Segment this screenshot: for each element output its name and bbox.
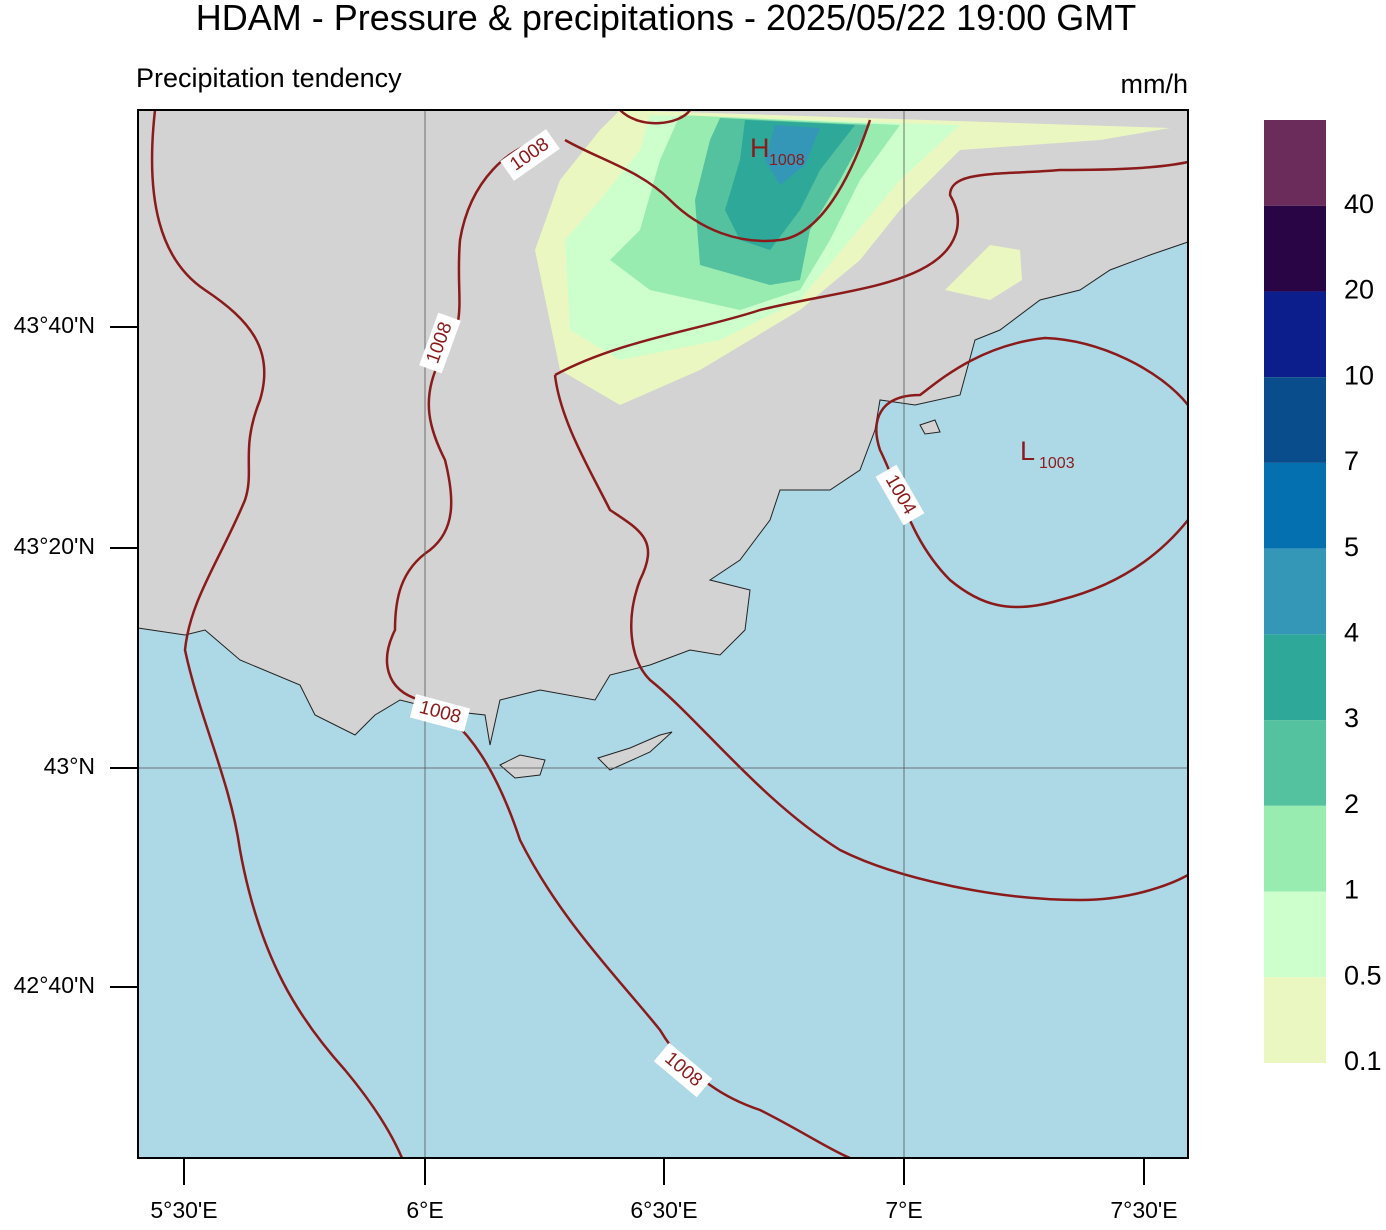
colorbar-label: 10 bbox=[1344, 360, 1374, 390]
colorbar-box bbox=[1264, 548, 1326, 635]
lon-label: 7°30'E bbox=[1110, 1197, 1177, 1223]
colorbar-box bbox=[1264, 977, 1326, 1063]
lon-label: 6°E bbox=[406, 1197, 443, 1223]
label-bg bbox=[875, 464, 925, 526]
colorbar-label: 7 bbox=[1344, 446, 1359, 476]
island bbox=[499, 754, 546, 779]
colorbar-box bbox=[1264, 462, 1326, 549]
lon-label: 6°30'E bbox=[630, 1197, 697, 1223]
colorbar-label: 40 bbox=[1344, 189, 1374, 219]
lat-label: 43°N bbox=[44, 753, 95, 779]
label-bg bbox=[409, 694, 471, 732]
label-bg bbox=[419, 312, 461, 374]
colorbar-label: 1 bbox=[1344, 875, 1359, 905]
colorbar-box bbox=[1264, 805, 1326, 892]
colorbar-box bbox=[1264, 634, 1326, 721]
colorbar-box bbox=[1264, 120, 1326, 206]
colorbar-label: 4 bbox=[1344, 617, 1359, 647]
map bbox=[137, 109, 1189, 1160]
label-bg bbox=[653, 1042, 713, 1098]
precipitation bbox=[535, 110, 1170, 405]
center-letter: H bbox=[750, 133, 770, 163]
colorbar-label: 0.5 bbox=[1344, 960, 1382, 990]
colorbar-label: 3 bbox=[1344, 703, 1359, 733]
sea bbox=[137, 241, 1189, 1159]
island bbox=[919, 419, 941, 435]
center-value: 1003 bbox=[1039, 455, 1075, 472]
lon-label: 7°E bbox=[885, 1197, 922, 1223]
label-bg bbox=[500, 129, 560, 181]
colorbar-label: 2 bbox=[1344, 789, 1359, 819]
colorbar-box bbox=[1264, 891, 1326, 978]
lat-label: 43°20'N bbox=[14, 533, 95, 559]
colorbar-box bbox=[1264, 720, 1326, 806]
colorbar-box bbox=[1264, 291, 1326, 378]
subtitle: Precipitation tendency bbox=[136, 63, 402, 93]
colorbar-label: 5 bbox=[1344, 532, 1359, 562]
lat-label: 43°40'N bbox=[14, 312, 95, 338]
colorbar-box bbox=[1264, 377, 1326, 463]
title: HDAM - Pressure & precipitations - 2025/… bbox=[196, 0, 1136, 38]
lat-label: 42°40'N bbox=[14, 972, 95, 998]
island bbox=[597, 731, 673, 771]
center-value: 1008 bbox=[769, 152, 805, 169]
units: mm/h bbox=[1121, 69, 1189, 99]
center-letter: L bbox=[1020, 436, 1035, 466]
lon-label: 5°30'E bbox=[150, 1197, 217, 1223]
colorbar-box bbox=[1264, 205, 1326, 292]
colorbar-label: 20 bbox=[1344, 275, 1374, 305]
colorbar-label: 0.1 bbox=[1344, 1046, 1382, 1076]
